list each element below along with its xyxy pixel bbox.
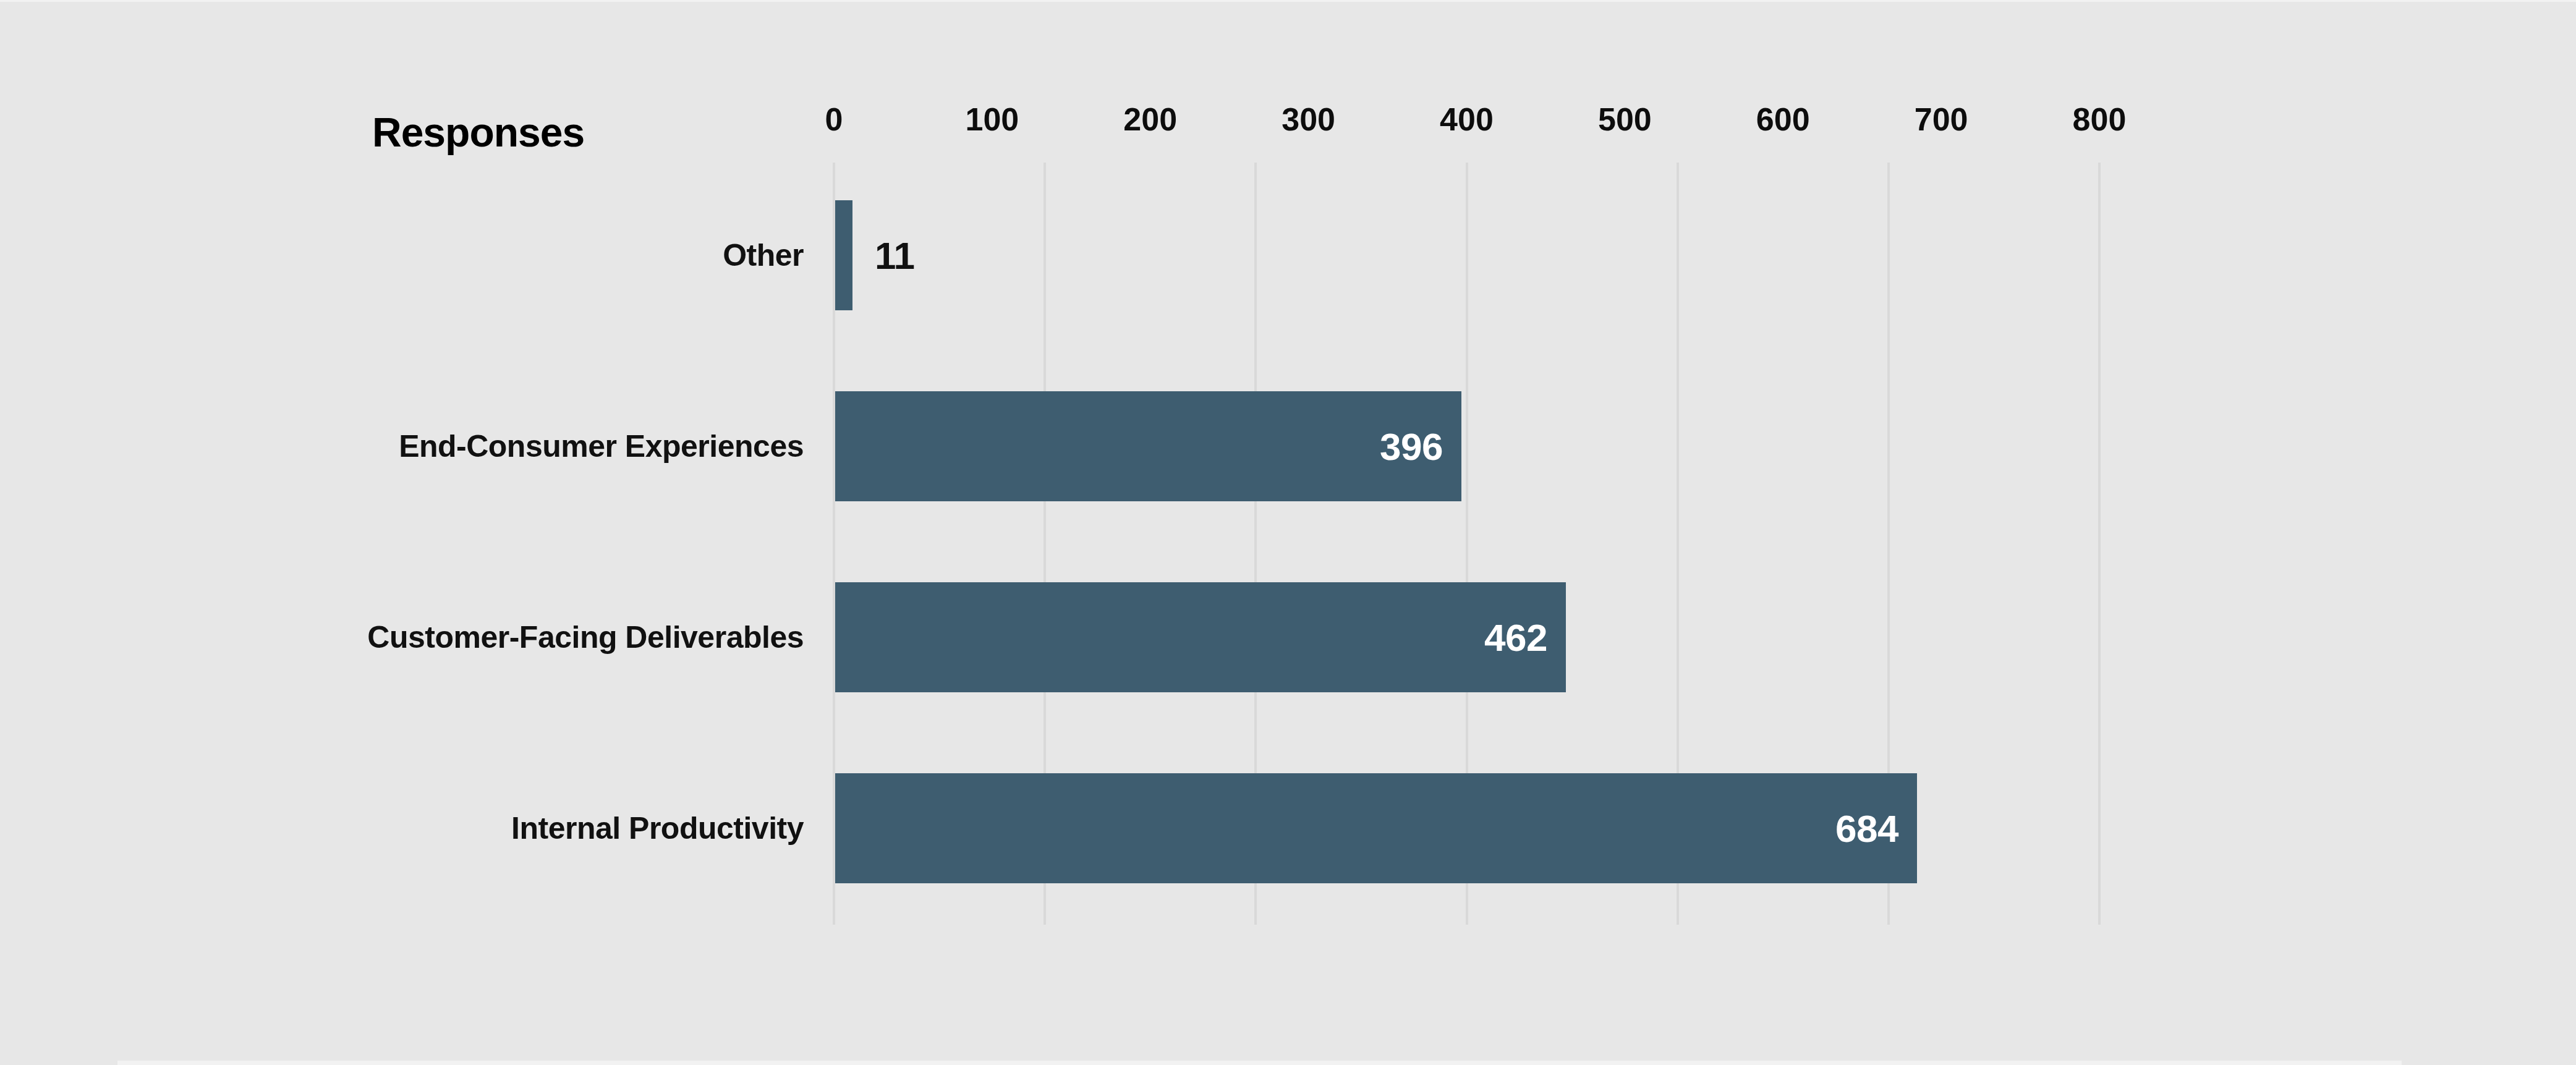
- x-axis-tick-label: 800: [2073, 101, 2127, 138]
- bar-value-label: 684: [1835, 773, 1898, 883]
- x-axis-tick-label: 600: [1756, 101, 1810, 138]
- chart-title: Responses: [372, 109, 584, 156]
- x-axis-tick-label: 300: [1282, 101, 1335, 138]
- bar: [835, 582, 1566, 692]
- x-axis-tick-label: 700: [1915, 101, 1968, 138]
- x-axis-tick-label: 100: [965, 101, 1019, 138]
- bar-chart: Responses 0 100 200 300 400 500 600 700 800 Othe…: [0, 0, 2576, 1065]
- bottom-edge-highlight: [117, 1061, 2402, 1065]
- gridline: [2098, 163, 2101, 925]
- category-label: End-Consumer Experiences: [0, 391, 804, 501]
- bar: [835, 773, 1917, 883]
- x-axis-tick-label: 500: [1598, 101, 1652, 138]
- bar-value-label: 462: [1484, 582, 1547, 692]
- bar: [835, 200, 852, 310]
- x-axis-tick-label: 200: [1123, 101, 1177, 138]
- bar-value-label: 396: [1380, 391, 1443, 501]
- top-edge-highlight: [0, 0, 2576, 2]
- category-label: Other: [0, 200, 804, 310]
- bar-value-label: 11: [875, 200, 915, 310]
- x-axis-tick-label: 400: [1440, 101, 1494, 138]
- category-label: Customer-Facing Deliverables: [0, 582, 804, 692]
- bar: [835, 391, 1461, 501]
- category-label: Internal Productivity: [0, 773, 804, 883]
- x-axis-tick-label: 0: [825, 101, 843, 138]
